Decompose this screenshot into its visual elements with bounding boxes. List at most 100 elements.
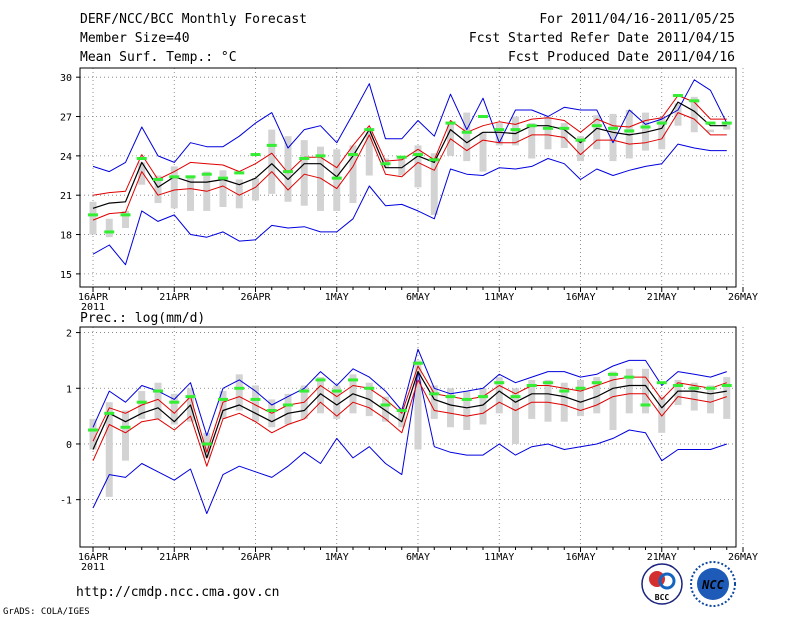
y-tick-label: 24 [60, 152, 72, 163]
ensemble-marker [331, 176, 342, 180]
ensemble-marker [201, 172, 212, 176]
ensemble-marker [673, 94, 683, 98]
ensemble-marker [478, 395, 488, 399]
spread-bar [674, 103, 682, 126]
ensemble-marker [656, 381, 667, 385]
spread-bar [723, 377, 731, 419]
figure-title: DERF/NCC/BCC Monthly Forecast [80, 12, 307, 27]
ensemble-marker [429, 392, 440, 396]
spread-bar [122, 210, 129, 228]
ensemble-marker [234, 171, 245, 175]
ensemble-marker [396, 409, 407, 413]
ensemble-marker [673, 383, 683, 387]
x-tick-label: 6MAY [406, 552, 430, 563]
ensemble-marker [445, 121, 456, 125]
x-tick-label: 21APR [159, 292, 190, 303]
spread-bar [349, 145, 357, 204]
upper-spread-line [92, 365, 727, 453]
spread-bar [560, 123, 568, 148]
lower-spread-line [92, 112, 727, 221]
ensemble-marker [510, 128, 521, 132]
spread-bar [430, 385, 438, 419]
spread-bar [317, 377, 324, 414]
spread-bar [690, 96, 698, 133]
max-line [92, 348, 727, 437]
ensemble-marker [88, 213, 98, 217]
ensemble-marker [266, 409, 277, 413]
ensemble-marker [526, 124, 537, 128]
ensemble-marker [218, 176, 228, 180]
spread-bar [528, 379, 536, 419]
spread-bar [609, 113, 617, 162]
ensemble-marker [543, 381, 553, 385]
spread-bar [479, 388, 487, 425]
ensemble-marker [705, 121, 716, 125]
spread-bar [625, 368, 633, 414]
ensemble-marker [510, 395, 521, 399]
plot-frame [79, 326, 737, 548]
spread-bar [593, 377, 601, 414]
ensemble-marker [201, 442, 212, 446]
spread-bar [398, 407, 406, 428]
x-tick-label: 26APR [240, 292, 271, 303]
y-tick-label: 15 [60, 270, 72, 281]
spread-bar [154, 382, 162, 419]
member-size-label: Member Size=40 [80, 31, 190, 46]
spread-bar [495, 377, 503, 414]
ensemble-marker [559, 126, 570, 130]
ensemble-marker [299, 156, 310, 160]
spread-bar [577, 379, 584, 417]
ensemble-marker [413, 153, 423, 157]
spread-bar [707, 129, 714, 133]
ensemble-marker [705, 386, 716, 390]
spread-bar [512, 388, 519, 444]
x-tick-label: 1MAY [325, 292, 349, 303]
spread-bar [219, 391, 227, 419]
ensemble-marker [185, 395, 196, 399]
x-tick-label: 26MAY [728, 552, 758, 563]
ensemble-marker [721, 383, 732, 387]
ensemble-marker [721, 121, 732, 125]
spread-bar [122, 410, 129, 461]
ensemble-marker [250, 153, 261, 157]
ensemble-marker [461, 397, 472, 401]
y-tick-label: 27 [60, 113, 72, 124]
temperature-panel: 15 18 21 24 27 30 16APR 21APR 26APR 1MAY 6MAY 11MAY… [60, 67, 758, 313]
bcc-logo: BCC [641, 563, 683, 605]
precip-panel-title: Prec.: log(mm/d) [80, 311, 205, 326]
ensemble-marker [120, 425, 131, 429]
y-tick-label: 2 [66, 329, 72, 340]
ensemble-marker [283, 403, 293, 407]
produced-date-label: Fcst Produced Date 2011/04/16 [508, 50, 735, 65]
y-tick-label: -1 [60, 496, 72, 507]
spread-bar [365, 132, 373, 176]
spread-bar [154, 175, 162, 204]
upper-spread-line [92, 95, 727, 196]
ensemble-marker [689, 386, 700, 390]
x-tick-label: 21MAY [647, 552, 677, 563]
spread-bar [89, 201, 97, 235]
x-tick-label: 21MAY [647, 292, 677, 303]
spread-bar [479, 132, 487, 172]
spread-bar [284, 393, 292, 425]
ensemble-marker [185, 175, 196, 179]
spread-bar [170, 393, 178, 425]
mean-line [92, 371, 727, 459]
x-tick-label: 6MAY [406, 292, 430, 303]
spread-bar [642, 112, 649, 151]
x-tick-label: 21APR [159, 552, 190, 563]
precipitation-panel: -1 0 1 2 16APR 21APR 26APR 1MAY 6MAY 11MAY 16MAY 21… [60, 326, 758, 573]
spread-bar [593, 115, 601, 150]
y-tick-label: 0 [66, 440, 72, 451]
ensemble-marker [494, 128, 505, 132]
spread-bar [252, 178, 259, 201]
spread-bar [625, 109, 633, 159]
ensemble-marker [348, 378, 358, 382]
x-tick-label: 16APR [78, 552, 109, 563]
spread-bar [333, 149, 341, 211]
ensemble-marker [396, 155, 407, 159]
x-tick-label: 1MAY [325, 552, 349, 563]
ensemble-marker [266, 143, 277, 147]
